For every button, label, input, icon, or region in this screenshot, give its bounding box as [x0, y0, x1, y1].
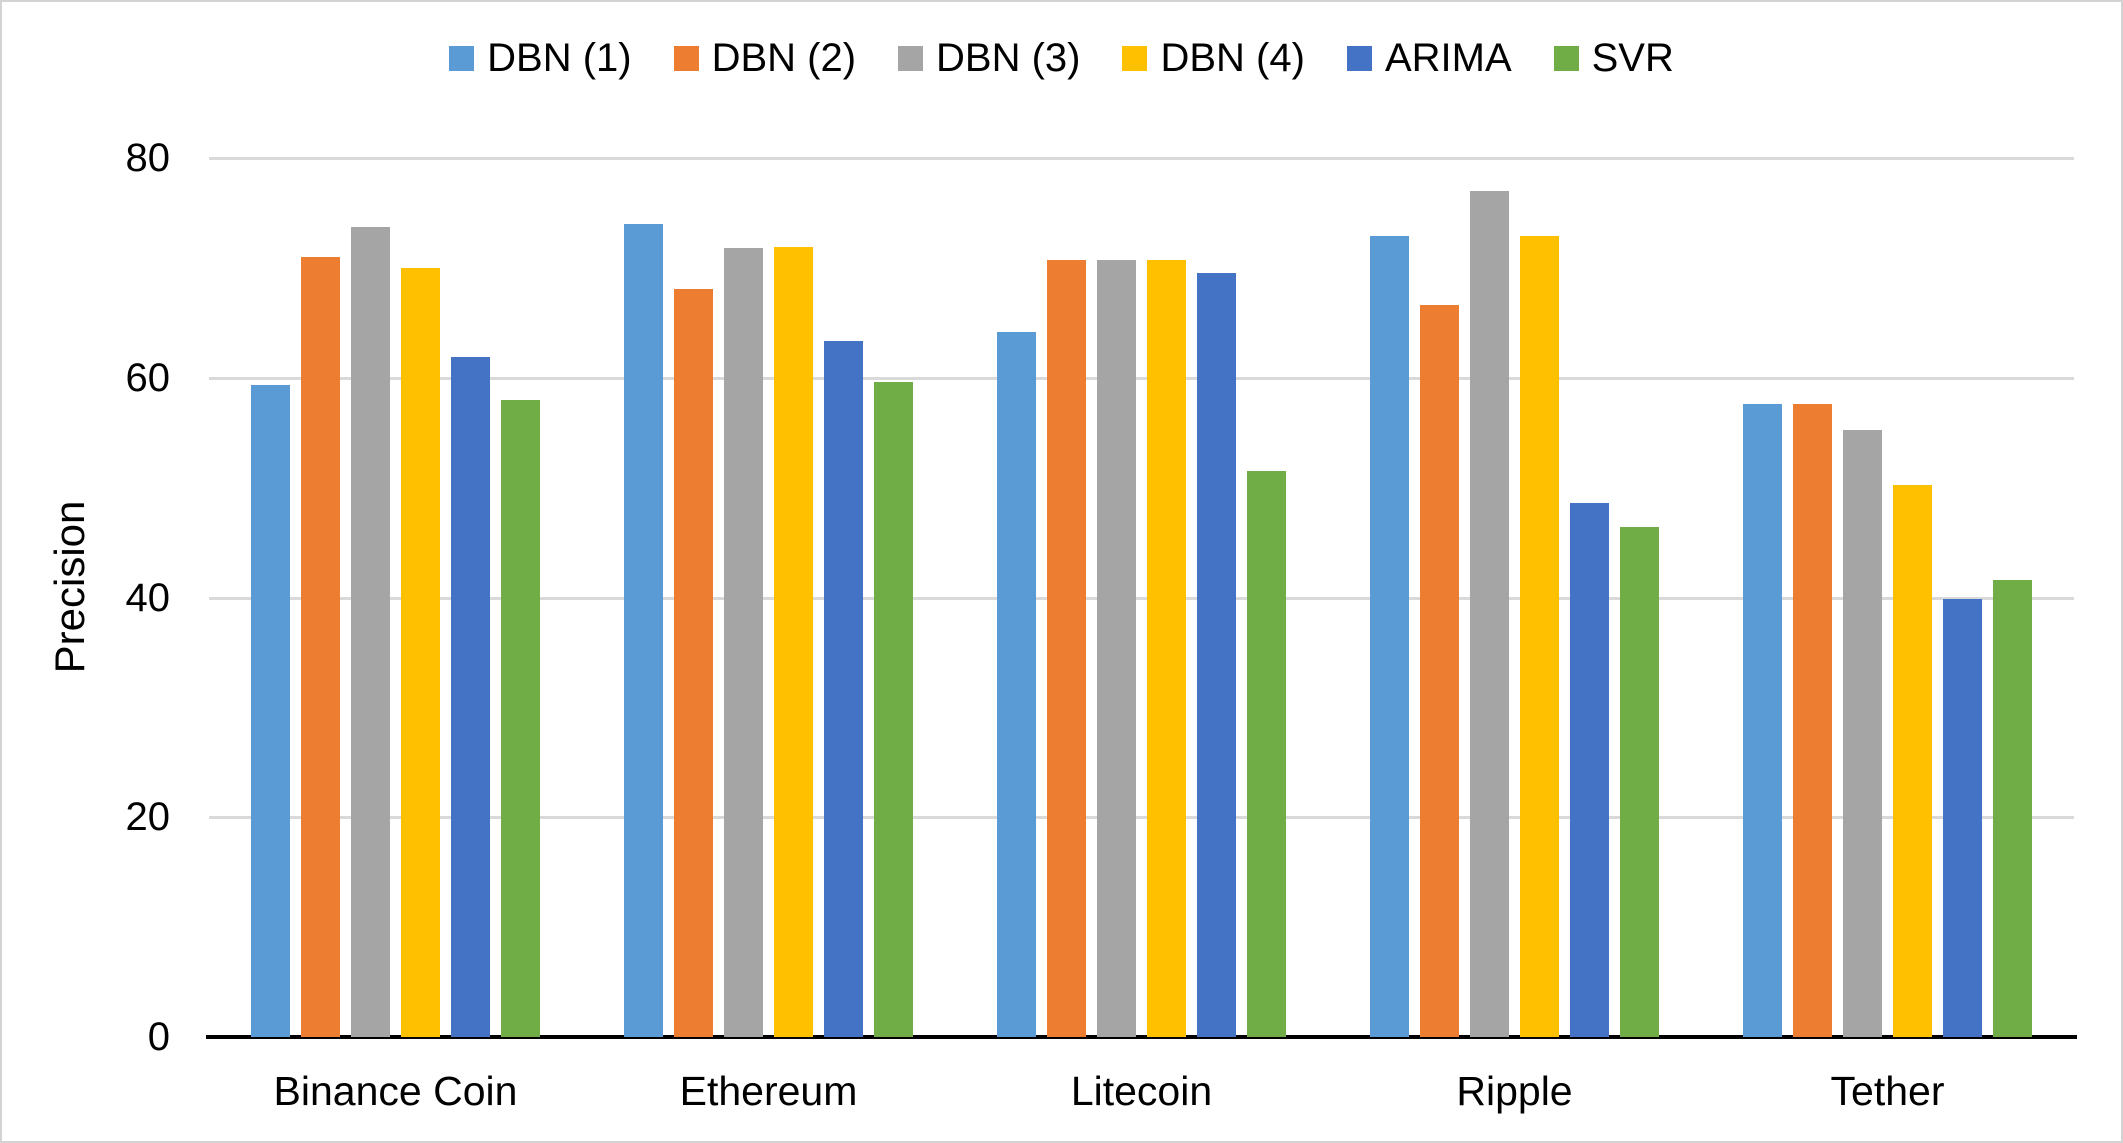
- bar-ethereum-dbn-3: [724, 248, 763, 1037]
- legend-swatch-icon-dbn-3: [898, 45, 924, 71]
- bar-litecoin-dbn-2: [1047, 260, 1086, 1037]
- gridline-20: [209, 816, 2074, 820]
- bar-litecoin-dbn-4: [1147, 260, 1186, 1037]
- legend-swatch-icon-svr: [1553, 45, 1579, 71]
- legend-swatch-icon-dbn-2: [673, 45, 699, 71]
- y-tick-label-40: 40: [125, 575, 171, 620]
- bar-ripple-dbn-2: [1420, 305, 1459, 1037]
- y-tick-label-20: 20: [125, 795, 171, 840]
- legend-label-dbn-1: DBN (1): [487, 36, 632, 80]
- legend-label-dbn-3: DBN (3): [936, 36, 1081, 80]
- bar-ethereum-dbn-2: [674, 288, 713, 1037]
- bar-litecoin-dbn-1: [997, 331, 1036, 1037]
- bar-tether-arima: [1943, 598, 1982, 1037]
- bar-ripple-arima: [1570, 503, 1609, 1037]
- bar-tether-dbn-1: [1743, 404, 1782, 1037]
- bar-binance-coin-dbn-2: [301, 256, 340, 1037]
- x-category-label-tether: Tether: [1830, 1068, 1945, 1114]
- bar-tether-dbn-2: [1793, 404, 1832, 1037]
- y-tick-label-80: 80: [125, 136, 171, 180]
- bar-ethereum-dbn-1: [624, 223, 663, 1037]
- bar-binance-coin-dbn-1: [251, 385, 290, 1037]
- legend-label-dbn-4: DBN (4): [1160, 36, 1305, 80]
- y-tick-label-0: 0: [147, 1015, 170, 1059]
- x-category-label-ripple: Ripple: [1456, 1068, 1573, 1114]
- x-category-label-binance-coin: Binance Coin: [273, 1068, 518, 1114]
- bar-tether-svr: [1993, 579, 2032, 1037]
- bar-ripple-dbn-3: [1470, 190, 1509, 1037]
- bar-binance-coin-dbn-3: [351, 227, 390, 1037]
- legend-swatch-icon-arima: [1346, 45, 1372, 71]
- bar-ethereum-arima: [824, 341, 863, 1037]
- bar-ripple-dbn-4: [1520, 236, 1559, 1037]
- bar-litecoin-dbn-3: [1097, 260, 1136, 1037]
- legend-item-dbn-1: DBN (1): [449, 36, 632, 80]
- bar-ripple-svr: [1620, 527, 1659, 1037]
- legend-item-dbn-4: DBN (4): [1122, 36, 1305, 80]
- bar-binance-coin-dbn-4: [401, 267, 440, 1037]
- bar-tether-dbn-4: [1893, 485, 1932, 1037]
- legend-label-arima: ARIMA: [1384, 36, 1512, 80]
- bar-ethereum-svr: [874, 382, 913, 1037]
- bar-ethereum-dbn-4: [774, 246, 813, 1037]
- legend-label-svr: SVR: [1591, 36, 1674, 80]
- legend-item-dbn-3: DBN (3): [898, 38, 1080, 78]
- legend-swatch-icon-dbn-1: [449, 45, 475, 71]
- bar-litecoin-arima: [1197, 273, 1236, 1037]
- bar-litecoin-svr: [1247, 471, 1286, 1037]
- gridline-40: [209, 596, 2074, 600]
- gridline-60: [209, 376, 2074, 380]
- legend-item-dbn-2: DBN (2): [673, 36, 857, 80]
- x-category-label-litecoin: Litecoin: [1070, 1068, 1213, 1114]
- y-tick-label-60: 60: [125, 355, 171, 400]
- bar-binance-coin-arima: [451, 356, 490, 1037]
- bar-binance-coin-svr: [501, 399, 540, 1037]
- chart-legend: DBN (1) DBN (2) DBN (3) DBN (4) ARIMA SVR: [2, 38, 2121, 78]
- legend-swatch-icon-dbn-4: [1122, 45, 1148, 71]
- gridline-80: [209, 157, 2074, 160]
- x-axis-line: [206, 1035, 2077, 1039]
- legend-item-svr: SVR: [1553, 36, 1674, 80]
- bar-tether-dbn-3: [1843, 430, 1882, 1037]
- x-category-label-ethereum: Ethereum: [679, 1068, 858, 1114]
- bar-ripple-dbn-1: [1370, 236, 1409, 1037]
- legend-label-dbn-2: DBN (2): [711, 36, 857, 80]
- legend-item-arima: ARIMA: [1346, 36, 1512, 80]
